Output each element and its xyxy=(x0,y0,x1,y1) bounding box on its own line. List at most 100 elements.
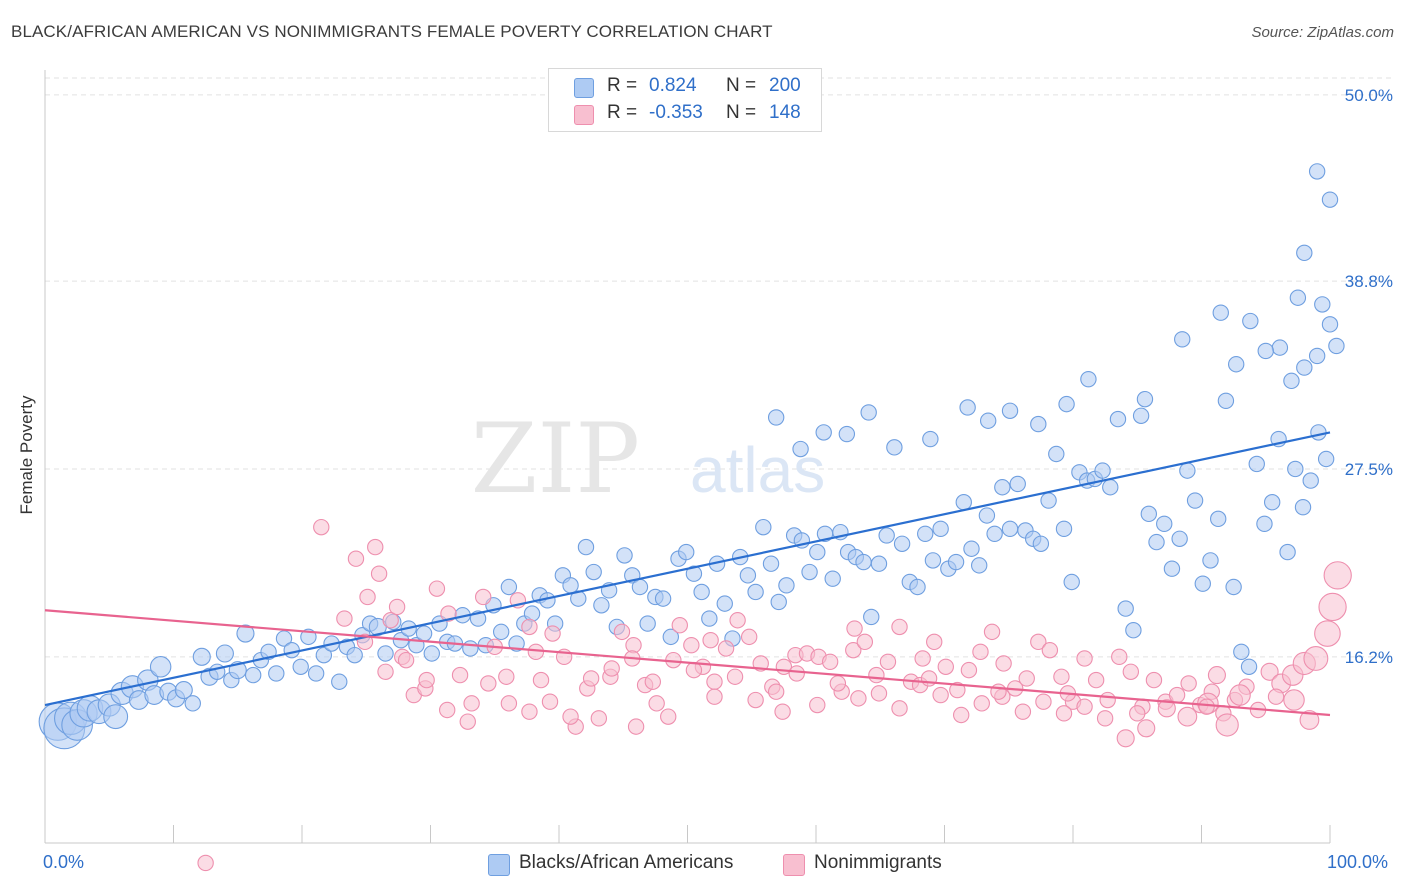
data-point-blacks xyxy=(1125,622,1142,639)
data-point-blacks xyxy=(863,608,880,626)
data-point-blacks xyxy=(1109,410,1127,428)
legend-row-blacks: R = 0.824 N = 200 xyxy=(549,75,821,99)
legend-row-nonimmigrants: R = -0.353 N = 148 xyxy=(549,102,821,126)
data-point-blacks xyxy=(693,583,710,601)
data-point-blacks xyxy=(577,538,595,556)
data-point-blacks xyxy=(1289,289,1307,306)
n-value: 148 xyxy=(769,102,801,123)
data-point-nonimmigrants xyxy=(1076,698,1093,715)
data-point-blacks xyxy=(824,570,841,587)
data-point-nonimmigrants xyxy=(1137,719,1156,738)
data-point-blacks xyxy=(838,425,856,443)
data-point-blacks xyxy=(917,525,934,542)
data-point-blacks xyxy=(1240,658,1258,675)
data-point-nonimmigrants xyxy=(706,673,723,690)
chart-title: BLACK/AFRICAN AMERICAN VS NONIMMIGRANTS … xyxy=(11,22,773,41)
data-point-blacks xyxy=(1202,552,1219,569)
data-point-blacks xyxy=(955,494,972,511)
data-point-blacks xyxy=(1242,312,1259,330)
legend-swatch-blue xyxy=(574,78,594,98)
data-point-nonimmigrants xyxy=(521,703,538,720)
data-point-blacks xyxy=(192,647,211,666)
data-point-blacks xyxy=(1058,395,1075,413)
data-point-blacks xyxy=(1233,643,1250,661)
data-point-nonimmigrants xyxy=(914,650,931,667)
data-point-nonimmigrants xyxy=(870,685,888,702)
data-point-nonimmigrants xyxy=(983,623,1001,641)
data-point-blacks xyxy=(893,535,911,552)
data-point-nonimmigrants xyxy=(717,640,735,657)
data-point-blacks xyxy=(1171,530,1188,547)
data-point-blacks xyxy=(1094,462,1111,479)
data-point-blacks xyxy=(1117,600,1134,617)
data-point-nonimmigrants xyxy=(1099,691,1116,709)
data-point-blacks xyxy=(801,563,818,581)
data-point-blacks xyxy=(174,681,193,700)
data-point-blacks xyxy=(716,595,733,612)
data-point-blacks xyxy=(978,507,996,524)
trend-line-nonimmigrants xyxy=(44,609,1331,717)
trend-lines xyxy=(44,431,1331,717)
data-point-nonimmigrants xyxy=(388,598,406,616)
data-point-blacks xyxy=(1302,472,1319,489)
data-point-blacks xyxy=(809,543,826,561)
data-point-blacks xyxy=(1009,475,1026,493)
n-label: N = xyxy=(726,102,757,123)
data-point-nonimmigrants xyxy=(856,633,874,651)
data-point-nonimmigrants xyxy=(590,710,608,727)
data-point-nonimmigrants xyxy=(995,655,1012,672)
data-point-nonimmigrants xyxy=(1168,686,1186,704)
data-point-blacks xyxy=(315,646,333,664)
x-tick-label-min: 0.0% xyxy=(43,852,85,872)
series-nonimmigrants-points xyxy=(197,518,1352,872)
data-point-nonimmigrants xyxy=(891,700,908,717)
data-point-nonimmigrants xyxy=(644,673,662,690)
data-point-blacks xyxy=(1148,533,1165,551)
data-point-nonimmigrants xyxy=(613,623,631,641)
data-point-nonimmigrants xyxy=(729,612,746,629)
data-point-blacks xyxy=(1279,543,1296,561)
data-point-blacks xyxy=(855,553,872,571)
data-point-blacks xyxy=(1140,505,1158,523)
data-point-nonimmigrants xyxy=(1145,671,1163,689)
data-point-blacks xyxy=(778,577,795,594)
data-point-nonimmigrants xyxy=(879,653,897,671)
data-point-nonimmigrants xyxy=(683,636,700,654)
data-point-blacks xyxy=(932,520,949,538)
data-point-blacks xyxy=(631,578,649,596)
data-point-blacks xyxy=(1321,316,1339,333)
x-tick-label-max: 100.0% xyxy=(1327,852,1389,872)
data-point-nonimmigrants xyxy=(382,612,399,629)
data-point-blacks xyxy=(994,479,1011,496)
data-point-nonimmigrants xyxy=(648,695,665,712)
data-point-nonimmigrants xyxy=(627,718,645,735)
data-point-nonimmigrants xyxy=(1014,703,1032,720)
data-point-nonimmigrants xyxy=(949,681,966,699)
data-point-blacks xyxy=(1296,244,1313,262)
data-point-blacks xyxy=(423,645,440,662)
data-point-blacks xyxy=(767,409,785,426)
data-point-blacks xyxy=(979,412,997,429)
data-point-blacks xyxy=(184,695,201,712)
data-point-nonimmigrants xyxy=(937,658,954,675)
data-point-blacks xyxy=(1256,515,1273,533)
data-point-nonimmigrants xyxy=(747,691,764,709)
data-point-nonimmigrants xyxy=(788,665,805,682)
data-point-nonimmigrants xyxy=(1303,646,1329,671)
data-point-nonimmigrants xyxy=(1267,688,1285,705)
data-point-blacks xyxy=(1212,304,1229,321)
data-point-nonimmigrants xyxy=(767,683,785,700)
data-point-nonimmigrants xyxy=(1122,663,1140,680)
data-point-blacks xyxy=(755,518,772,536)
data-point-blacks xyxy=(492,623,510,641)
data-point-nonimmigrants xyxy=(845,641,862,659)
data-point-blacks xyxy=(1174,331,1191,348)
data-point-nonimmigrants xyxy=(367,538,384,556)
data-point-blacks xyxy=(1179,462,1196,479)
data-point-blacks xyxy=(762,555,780,572)
data-point-nonimmigrants xyxy=(1283,689,1305,711)
data-point-nonimmigrants xyxy=(1076,650,1093,667)
data-point-nonimmigrants xyxy=(1035,693,1052,710)
data-point-nonimmigrants xyxy=(498,668,515,685)
data-point-blacks xyxy=(685,565,703,582)
